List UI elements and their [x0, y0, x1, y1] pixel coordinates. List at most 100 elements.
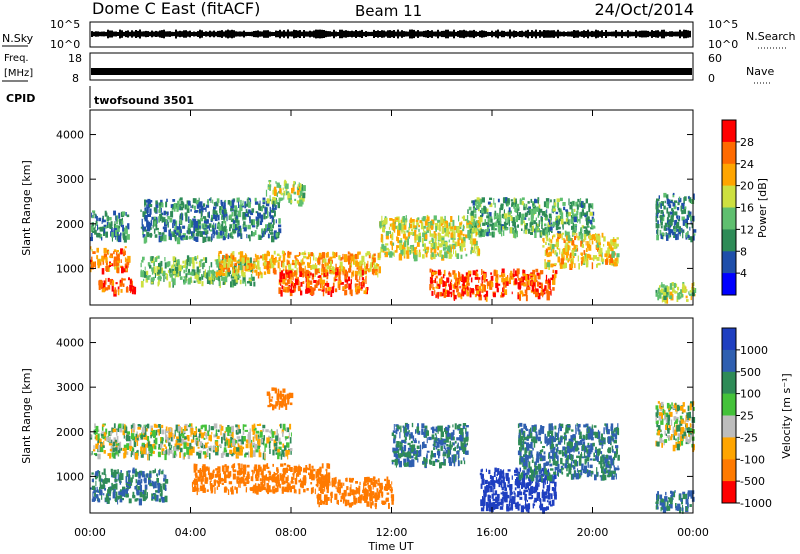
velocity-cell	[120, 470, 122, 473]
power-cell	[684, 289, 688, 292]
power-cell	[664, 287, 668, 295]
power-cell	[589, 254, 592, 260]
power-cell	[284, 252, 286, 256]
power-cell	[496, 218, 500, 221]
power-cell	[349, 265, 352, 272]
power-cell	[237, 225, 242, 232]
power-cell	[332, 270, 336, 275]
velocity-cell	[245, 443, 249, 449]
power-cell	[177, 200, 180, 206]
power-cell	[225, 275, 229, 278]
power-cell	[339, 257, 343, 261]
power-cell	[592, 234, 596, 240]
power-cell	[317, 257, 321, 265]
power-cell	[151, 281, 154, 284]
power-cell	[452, 237, 455, 243]
velocity-cell	[216, 435, 220, 440]
noise-sample	[457, 31, 459, 37]
velocity-cell	[145, 424, 149, 427]
power-cell	[682, 282, 685, 285]
power-cell	[231, 236, 234, 239]
power-cell	[144, 236, 148, 243]
velocity-cell	[223, 487, 227, 493]
power-cell	[90, 259, 92, 263]
velocity-cell	[113, 483, 117, 489]
power-cell	[267, 211, 269, 218]
velocity-cell	[93, 445, 95, 450]
power-cell	[345, 271, 349, 278]
noise-sample	[363, 31, 365, 37]
power-cell	[441, 235, 445, 239]
power-cell	[515, 215, 519, 220]
power-cell	[344, 276, 348, 280]
power-cell	[667, 223, 671, 230]
velocity-cell	[210, 426, 215, 431]
power-cell	[370, 262, 373, 268]
velocity-cell	[318, 473, 320, 480]
noise-sample	[423, 30, 425, 38]
velocity-cell	[239, 481, 241, 488]
power-cell	[486, 215, 489, 219]
velocity-cell	[277, 452, 280, 460]
velocity-cell	[128, 470, 130, 475]
velocity-cell	[262, 424, 266, 429]
power-cell	[610, 247, 614, 252]
power-cell	[182, 265, 186, 268]
power-cell	[216, 232, 220, 239]
velocity-cell	[242, 446, 245, 450]
power-cell	[279, 270, 282, 274]
velocity-cell	[215, 468, 219, 471]
power-cell	[557, 234, 559, 237]
power-cell	[259, 235, 262, 240]
power-cell	[441, 254, 444, 259]
power-cell	[285, 265, 287, 273]
noise-sample	[639, 30, 641, 38]
power-cell	[494, 210, 497, 217]
noise-sample	[117, 32, 119, 36]
power-cell	[304, 252, 307, 255]
power-cell	[437, 252, 439, 256]
power-cell	[295, 272, 298, 279]
power-cell	[356, 261, 360, 267]
power-cell	[531, 212, 534, 218]
velocity-cell	[272, 474, 274, 479]
power-cell	[474, 271, 478, 277]
power-cell	[545, 215, 548, 221]
velocity-cell	[156, 429, 158, 436]
power-cell	[281, 285, 283, 290]
power-cell	[177, 259, 179, 264]
noise-sample	[595, 29, 597, 39]
power-cell	[536, 228, 540, 233]
power-cell	[398, 224, 402, 231]
power-cell	[302, 185, 306, 192]
power-cell	[295, 256, 297, 263]
freq-panel: Freq. [MHz] 18 8 60 0 Nave	[2, 52, 774, 85]
power-cell	[329, 256, 333, 260]
power-cell	[677, 233, 679, 240]
velocity-cell	[104, 488, 106, 491]
power-cell	[459, 230, 463, 236]
velocity-cell	[284, 436, 288, 439]
power-cell	[508, 207, 511, 213]
power-cell	[505, 276, 509, 283]
power-cell	[481, 276, 483, 283]
power-cell	[688, 211, 692, 215]
velocity-cell	[136, 480, 138, 483]
power-cell	[230, 208, 233, 211]
power-cell	[205, 257, 208, 263]
power-cell	[294, 198, 297, 201]
power-cell	[153, 258, 155, 263]
power-cell	[592, 211, 595, 216]
noise-sample	[539, 30, 541, 38]
power-cell	[222, 272, 226, 276]
velocity-cell	[275, 452, 278, 455]
power-cell	[289, 290, 293, 297]
velocity-cell	[241, 463, 243, 470]
power-cell	[466, 291, 470, 297]
noise-sample	[659, 31, 661, 37]
velocity-cell	[231, 485, 234, 490]
velocity-cell	[312, 486, 314, 493]
power-cell	[195, 210, 199, 213]
velocity-cell	[242, 468, 246, 474]
velocity-cell	[195, 463, 198, 466]
